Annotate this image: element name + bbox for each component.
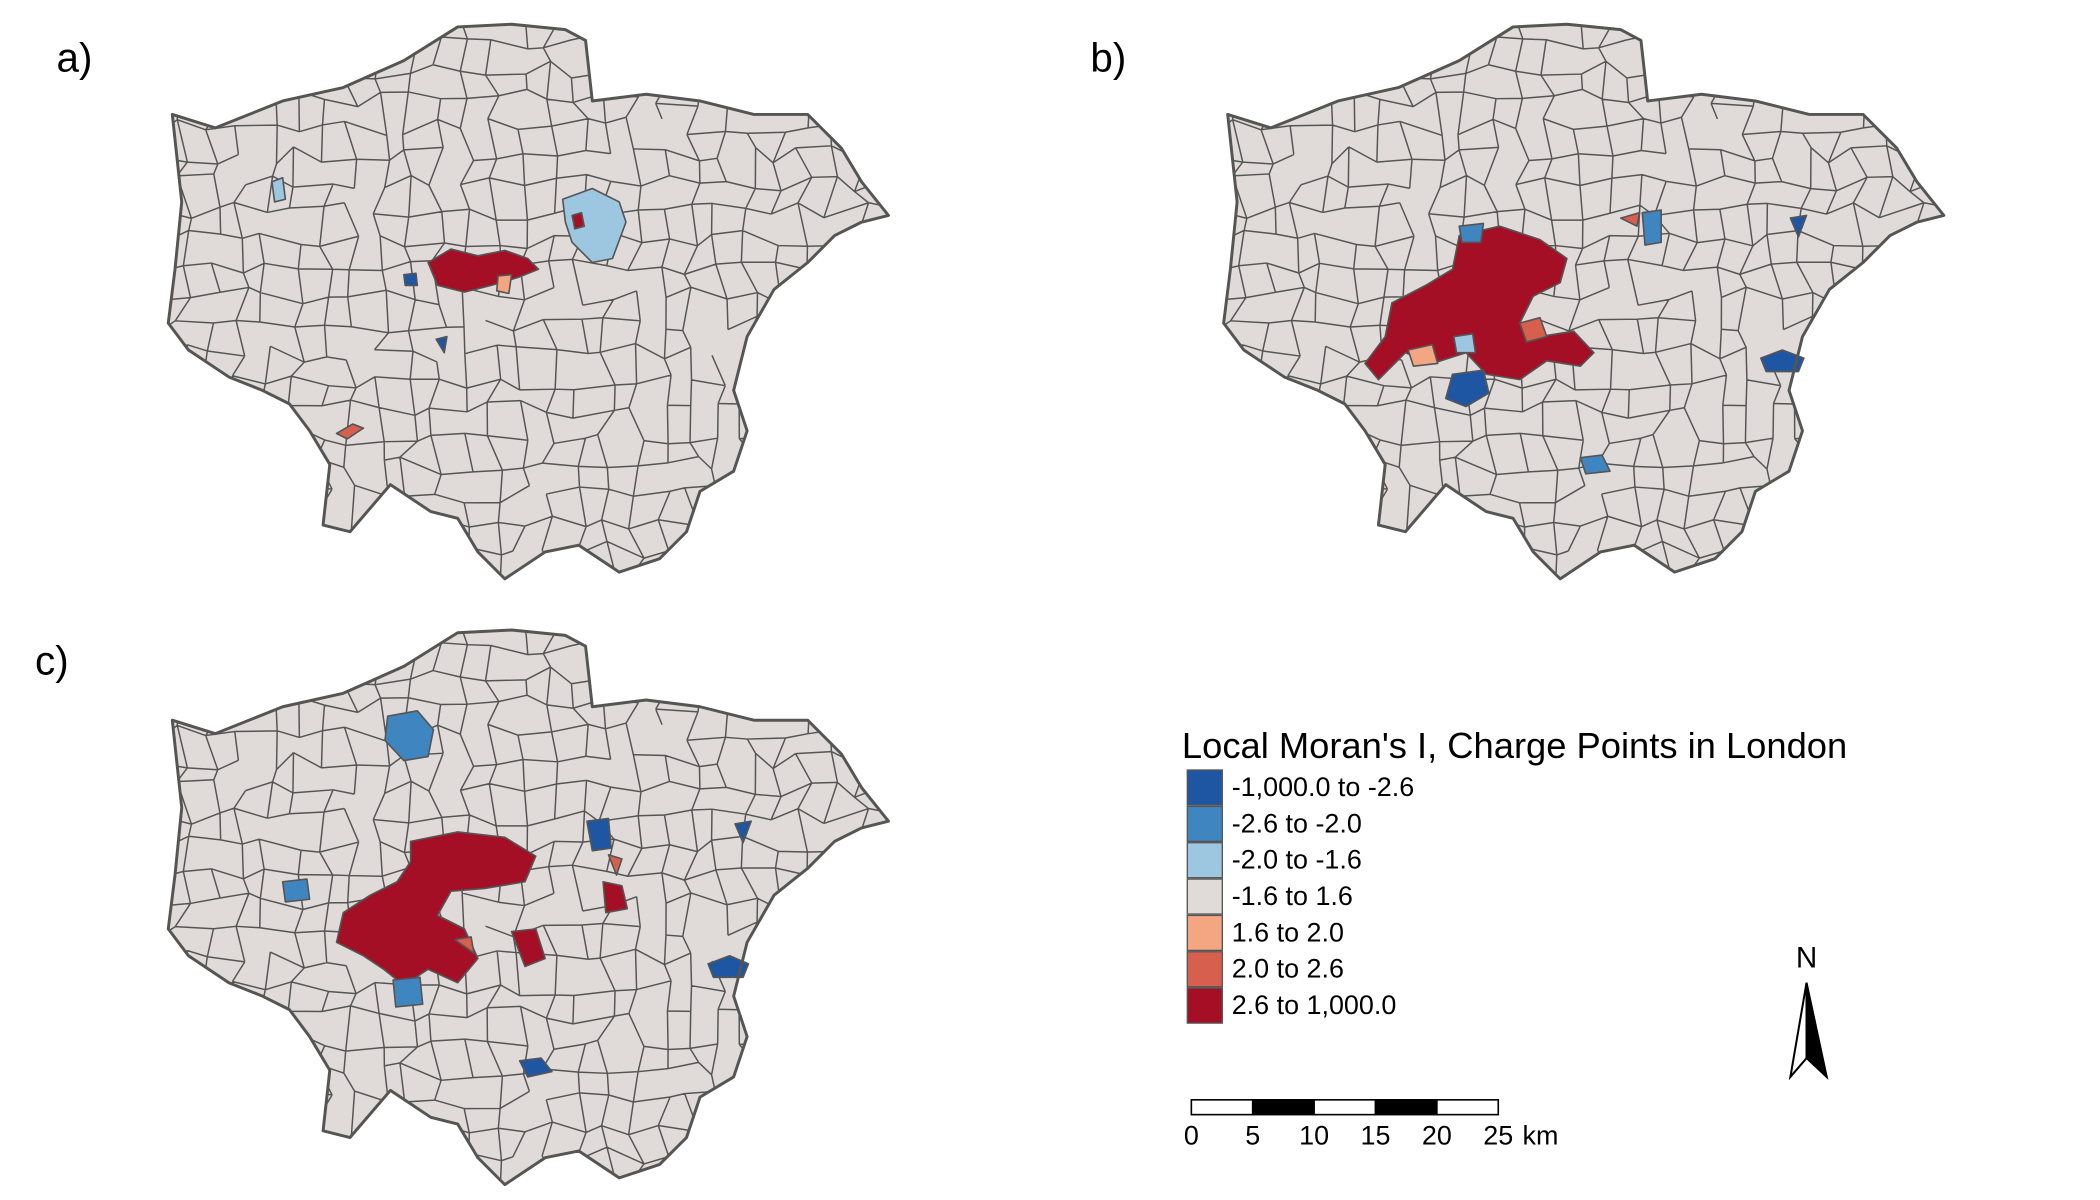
scale-tick-label: 25 [1483,1121,1513,1151]
legend-swatch [1186,769,1223,806]
hotspot-area [602,880,629,914]
hotspot-area [1789,214,1808,238]
hotspot-area [335,831,537,987]
hotspot-area [403,272,419,287]
hotspot-area [1619,211,1641,227]
hotspot-area [1579,454,1611,475]
scale-segment [1374,1099,1438,1116]
hotspot-area [510,928,546,968]
hotspot-area [1444,369,1490,408]
hotspot-area [586,817,612,852]
hotspot-area [271,176,287,203]
north-label: N [1796,942,1817,975]
panel-label: c) [35,637,69,683]
hotspot-area [1407,343,1439,367]
hotspot-area [1458,222,1485,244]
legend-label: 2.0 to 2.6 [1232,954,1344,984]
hotspot-area [561,187,627,264]
scale-segment [1436,1099,1500,1116]
legend-swatch [1186,951,1223,988]
hotspot-area [384,709,435,762]
hotspot-area [454,936,475,954]
hotspot-area [1453,333,1477,354]
legend-label: -2.0 to -1.6 [1232,845,1362,875]
legend-label: 2.6 to 1,000.0 [1232,990,1397,1020]
scale-segment [1190,1099,1254,1116]
hotspot-area [495,273,513,295]
scale-bar: 0 5 10 15 20 25 km [1184,1099,1559,1151]
scale-segment [1251,1099,1315,1116]
legend-title: Local Moran's I, Charge Points in London [1182,725,1847,766]
hotspot-area [607,854,623,876]
hotspot-area [571,211,586,230]
legend-label: -2.6 to -2.0 [1232,808,1362,838]
scale-segment [1313,1099,1377,1116]
legend-swatch [1186,878,1223,915]
hotspot-area [281,878,311,903]
legend-label: -1.6 to 1.6 [1232,881,1353,911]
hotspot-area [518,1057,553,1078]
hotspot-area [335,423,365,440]
hotspot-area [1759,349,1805,373]
scale-unit: km [1523,1121,1559,1151]
hotspot-area [435,335,448,354]
hotspot-area [1364,225,1595,381]
scale-tick-label: 5 [1245,1121,1260,1151]
scale-tick-label: 0 [1184,1121,1199,1151]
legend-swatch [1186,914,1223,952]
hotspot-area [1641,209,1662,246]
legend-swatch [1186,842,1223,879]
legend: -1,000.0 to -2.6 -2.6 to -2.0 -2.0 to -1.6… [1186,769,1414,1024]
legend-swatch [1186,805,1223,843]
scale-tick-label: 20 [1422,1121,1452,1151]
hotspot-area [734,820,752,844]
panel-label: b) [1090,34,1126,80]
legend-label: 1.6 to 2.0 [1232,917,1344,947]
scale-tick-label: 10 [1299,1121,1329,1151]
hotspot-area [392,976,424,1008]
map-panel [1222,22,1946,581]
map-panel [166,22,890,581]
legend-label: -1,000.0 to -2.6 [1232,772,1414,802]
north-arrow: N [1788,942,1829,1081]
hotspot-area [1519,316,1548,343]
panel-label: a) [57,34,93,80]
map-panel [166,628,890,1187]
legend-swatch [1186,987,1223,1024]
scale-tick-label: 15 [1361,1121,1391,1151]
hotspot-area [427,248,540,293]
